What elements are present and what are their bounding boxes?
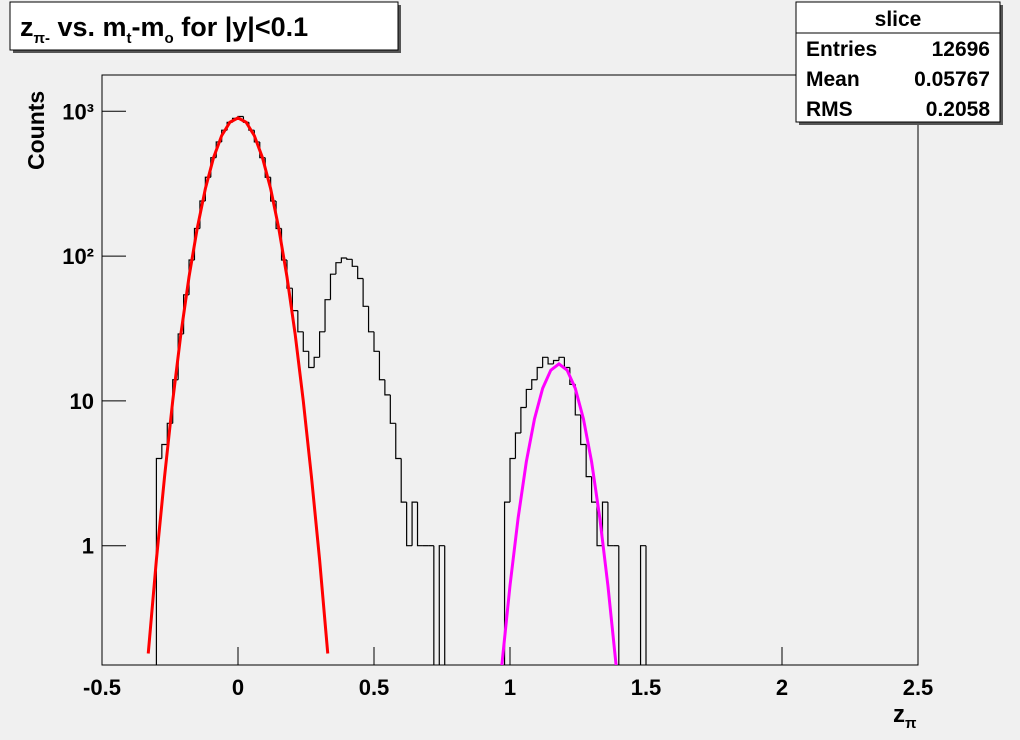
histogram-bin bbox=[400, 458, 407, 503]
histogram-bin bbox=[531, 379, 538, 390]
histogram-bin bbox=[302, 331, 309, 352]
histogram-bin bbox=[580, 414, 587, 446]
histogram-bin bbox=[340, 257, 347, 263]
histogram-bin bbox=[308, 351, 315, 369]
stats-value: 12696 bbox=[932, 38, 990, 61]
y-tick-label: 10² bbox=[62, 244, 94, 269]
histogram-bin bbox=[406, 502, 413, 547]
histogram-bin bbox=[329, 273, 336, 300]
x-tick-label: 2.5 bbox=[903, 675, 934, 700]
histogram-bin bbox=[395, 423, 402, 460]
plot-frame bbox=[101, 74, 919, 666]
histogram-bin bbox=[552, 359, 559, 364]
chart-title: zπ- vs. mt-mo for |y|<0.1 bbox=[20, 12, 308, 47]
histogram-bin bbox=[438, 545, 445, 665]
histogram-bin bbox=[389, 394, 396, 424]
histogram-bin bbox=[525, 388, 532, 408]
histogram-bin bbox=[411, 501, 418, 546]
stats-label: Mean bbox=[806, 68, 860, 91]
stats-label: RMS bbox=[806, 98, 853, 121]
y-tick-label: 1 bbox=[82, 534, 94, 559]
histogram-bin bbox=[618, 545, 620, 665]
x-axis-label: zπ bbox=[893, 701, 917, 732]
x-tick-label: 2 bbox=[776, 675, 788, 700]
histogram-bin bbox=[542, 356, 549, 368]
histogram-bin bbox=[324, 299, 331, 332]
y-axis-label: Counts bbox=[23, 91, 49, 170]
title-sub: π- bbox=[34, 30, 50, 47]
y-tick-label: 10³ bbox=[62, 99, 94, 124]
histogram-bin bbox=[547, 357, 554, 365]
histogram-bin bbox=[161, 443, 168, 459]
x-tick-label: 0 bbox=[232, 675, 244, 700]
histogram-bin bbox=[357, 266, 364, 280]
fit-curve bbox=[146, 116, 330, 654]
histogram-bin bbox=[536, 366, 543, 380]
histogram-bin bbox=[520, 406, 527, 434]
title-part: vs. m bbox=[50, 12, 127, 42]
title-part: z bbox=[20, 12, 34, 42]
fit-curve bbox=[500, 362, 618, 665]
title-box bbox=[9, 1, 399, 51]
x-tick-label: 0.5 bbox=[359, 675, 390, 700]
histogram-bin bbox=[384, 379, 391, 396]
histogram-bin bbox=[596, 502, 603, 547]
stats-value: 0.05767 bbox=[914, 68, 990, 91]
histogram-bin bbox=[378, 351, 385, 381]
title-part: -m bbox=[132, 12, 165, 42]
histogram-bin bbox=[503, 501, 510, 665]
histogram-bin bbox=[367, 306, 374, 333]
histogram-bin bbox=[509, 457, 516, 503]
histogram-bin bbox=[313, 356, 320, 368]
histogram-bin bbox=[607, 502, 614, 547]
plot-area bbox=[146, 115, 647, 665]
x-tick-label: -0.5 bbox=[83, 675, 121, 700]
stats-box bbox=[795, 1, 1001, 123]
stats-value: 0.2058 bbox=[926, 98, 991, 121]
x-label-part: z bbox=[893, 701, 905, 728]
title-part: for |y|<0.1 bbox=[174, 12, 308, 42]
x-tick-label: 1.5 bbox=[631, 675, 662, 700]
x-label-sub: π bbox=[905, 715, 917, 732]
histogram-bin bbox=[433, 545, 435, 665]
y-tick-label: 10 bbox=[70, 389, 94, 414]
histogram-bin bbox=[351, 259, 358, 267]
histogram-bin bbox=[591, 476, 598, 503]
histogram-bin bbox=[362, 278, 369, 307]
histogram-bin bbox=[514, 432, 521, 459]
histogram-bin bbox=[335, 262, 342, 275]
histogram-bin bbox=[373, 331, 380, 352]
histogram-bin bbox=[585, 444, 592, 478]
histogram-bin bbox=[346, 257, 353, 260]
title-sub: t bbox=[127, 30, 132, 47]
histogram-bin bbox=[574, 384, 581, 416]
stats-rows: Entries 12696 Mean 0.05767 RMS 0.2058 bbox=[806, 38, 990, 121]
histogram-bin bbox=[558, 356, 565, 361]
histogram-bin bbox=[444, 545, 446, 665]
title-sub: o bbox=[165, 30, 174, 47]
histogram-bin bbox=[155, 457, 162, 665]
stats-label: Entries bbox=[806, 38, 877, 61]
histogram-bin bbox=[297, 310, 304, 333]
stats-title: slice bbox=[875, 8, 922, 31]
histogram-bin bbox=[319, 331, 326, 358]
x-tick-label: 1 bbox=[504, 675, 516, 700]
histogram-bin bbox=[416, 502, 423, 547]
axes: -0.5 0 0.5 1 1.5 2 2.5 1 10 10² 10³ bbox=[62, 99, 933, 700]
histogram-bin bbox=[639, 545, 646, 665]
